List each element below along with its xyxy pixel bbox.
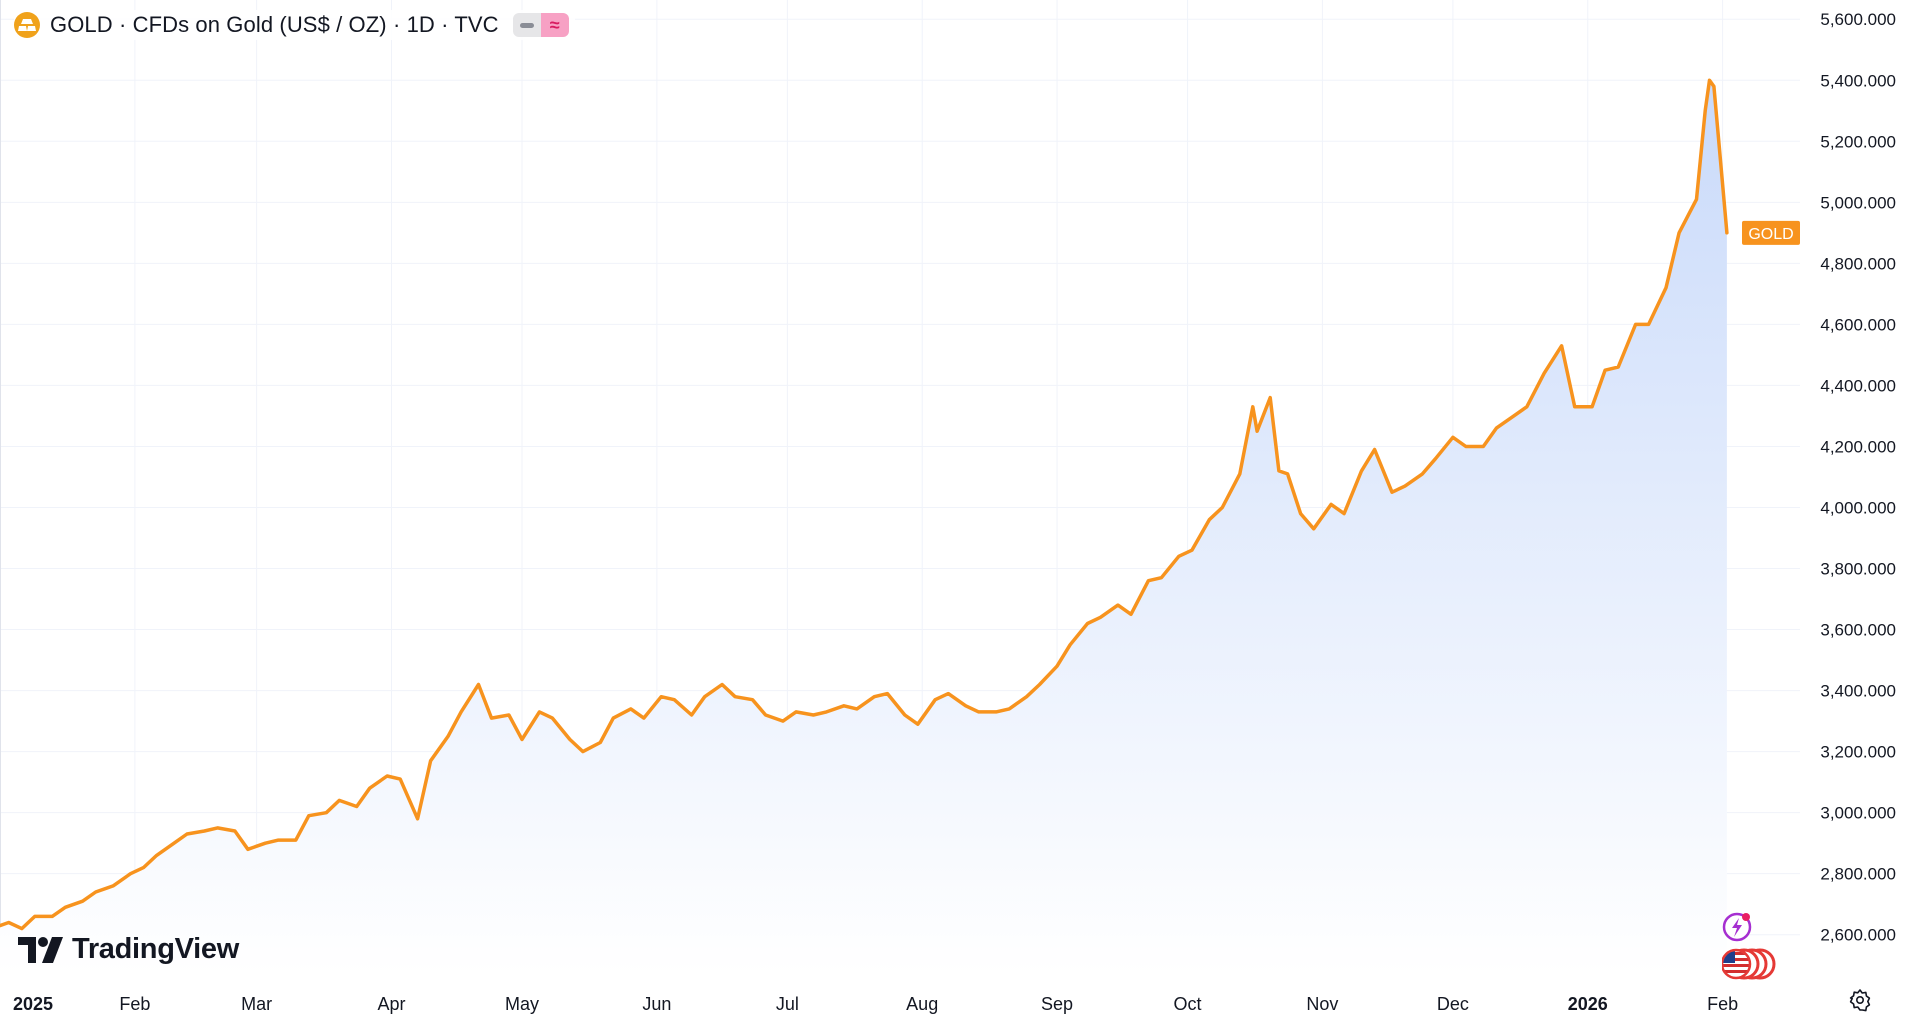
tradingview-watermark[interactable]: TradingView — [18, 933, 239, 966]
x-tick-label: Feb — [1707, 994, 1738, 1014]
x-tick-label: Jul — [776, 994, 799, 1014]
minus-icon[interactable] — [512, 13, 541, 37]
y-axis[interactable]: 5,600.000 5,400.000 5,200.000 5,000.000 4,80… — [1820, 10, 1896, 944]
x-tick-label: Aug — [906, 994, 938, 1014]
y-tick-label: 2,600.000 — [1820, 926, 1896, 945]
tradingview-logo-icon — [18, 936, 63, 963]
symbol-title[interactable]: GOLD · CFDs on Gold (US$ / OZ) · 1D · TV… — [50, 12, 499, 37]
x-tick-label: Sep — [1041, 994, 1073, 1014]
price-area-fill — [0, 80, 1727, 975]
y-tick-label: 5,000.000 — [1820, 193, 1896, 212]
y-tick-label: 4,600.000 — [1820, 315, 1896, 334]
x-tick-label: Mar — [241, 994, 272, 1014]
y-tick-label: 3,600.000 — [1820, 621, 1896, 640]
indicator-toggle-group[interactable]: ≈ — [512, 13, 569, 37]
y-tick-label: 3,800.000 — [1820, 560, 1896, 579]
chart-header: GOLD · CFDs on Gold (US$ / OZ) · 1D · TV… — [14, 10, 575, 40]
approx-icon[interactable]: ≈ — [540, 13, 569, 37]
x-tick-label: Nov — [1306, 994, 1338, 1014]
x-tick-label: 2025 — [13, 994, 53, 1014]
y-tick-label: 4,800.000 — [1820, 254, 1896, 273]
price-line[interactable] — [0, 78, 1729, 931]
us-flag-events-icon[interactable] — [1720, 948, 1776, 980]
last-price-label-text: GOLD — [1748, 226, 1793, 243]
y-tick-label: 4,200.000 — [1820, 437, 1896, 456]
event-markers[interactable] — [1720, 912, 1782, 987]
last-price-label[interactable] — [1742, 220, 1800, 245]
y-tick-label: 3,000.000 — [1820, 804, 1896, 823]
x-tick-label: Jun — [642, 994, 671, 1014]
y-tick-label: 5,400.000 — [1820, 71, 1896, 90]
gear-icon[interactable] — [1848, 988, 1872, 1017]
x-axis[interactable]: 2025 Feb Mar Apr May Jun Jul Aug Sep Oct Nov Dec 202… — [13, 994, 1738, 1014]
x-tick-label: Oct — [1174, 994, 1202, 1014]
x-tick-label: Apr — [377, 994, 405, 1014]
x-tick-label: Dec — [1437, 994, 1469, 1014]
y-tick-label: 5,200.000 — [1820, 132, 1896, 151]
y-tick-label: 3,200.000 — [1820, 743, 1896, 762]
gold-bars-icon — [14, 12, 40, 38]
y-tick-label: 4,000.000 — [1820, 498, 1896, 517]
x-tick-label: Feb — [119, 994, 150, 1014]
y-tick-label: 2,800.000 — [1820, 865, 1896, 884]
y-tick-label: 3,400.000 — [1820, 682, 1896, 701]
x-tick-label: May — [505, 994, 539, 1014]
y-tick-label: 4,400.000 — [1820, 376, 1896, 395]
lightning-icon[interactable] — [1722, 912, 1752, 942]
x-tick-label: 2026 — [1568, 994, 1608, 1014]
y-tick-label: 5,600.000 — [1820, 10, 1896, 29]
watermark-text: TradingView — [72, 933, 239, 965]
